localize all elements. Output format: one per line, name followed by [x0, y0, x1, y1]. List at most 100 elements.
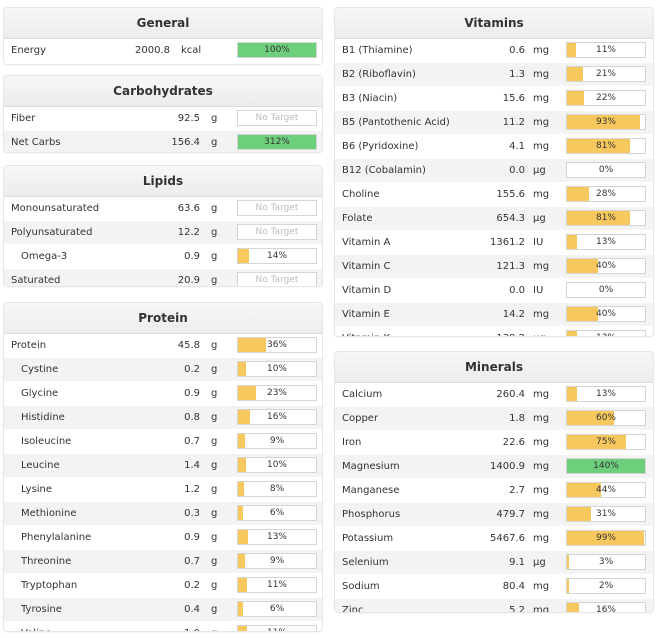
protein-rows: Protein 45.8 g 36% Cystine 0.2 g 10% Glycine 0.9 g… [4, 334, 322, 631]
nutrient-row-isoleucine[interactable]: Isoleucine 0.7 g 9% [4, 430, 322, 454]
progress-percent: 13% [266, 532, 287, 542]
progress-fill [567, 307, 599, 321]
nutrient-unit: g [211, 137, 218, 148]
progress-percent: 31% [595, 509, 616, 519]
nutrient-unit: mg [533, 93, 550, 104]
progress-percent: 11% [266, 580, 287, 590]
nutrient-row-phenylalanine[interactable]: Phenylalanine 0.9 g 13% [4, 526, 322, 550]
nutrient-row-b1-thiamine[interactable]: B1 (Thiamine) 0.6 mg 11% [335, 39, 653, 63]
nutrient-amount: 5.2 [509, 605, 525, 612]
target-progress-bar: 40% [566, 258, 646, 274]
nutrient-row-manganese[interactable]: Manganese 2.7 mg 44% [335, 479, 653, 503]
nutrient-row-net-carbs[interactable]: Net Carbs 156.4 g 312% [4, 131, 322, 152]
nutrient-unit: mg [533, 509, 550, 520]
nutrient-row-saturated[interactable]: Saturated 20.9 g No Target [4, 269, 322, 286]
nutrient-amount: 1.8 [509, 413, 525, 424]
target-progress-bar: No Target [237, 272, 317, 286]
nutrient-row-b5-pantothenic-acid[interactable]: B5 (Pantothenic Acid) 11.2 mg 93% [335, 111, 653, 135]
nutrient-row-b12-cobalamin[interactable]: B12 (Cobalamin) 0.0 µg 0% [335, 159, 653, 183]
target-progress-bar: 312% [237, 134, 317, 150]
nutrient-row-choline[interactable]: Choline 155.6 mg 28% [335, 183, 653, 207]
nutrient-row-vitamin-e[interactable]: Vitamin E 14.2 mg 40% [335, 303, 653, 327]
nutrient-row-vitamin-d[interactable]: Vitamin D 0.0 IU 0% [335, 279, 653, 303]
nutrient-row-vitamin-a[interactable]: Vitamin A 1361.2 IU 13% [335, 231, 653, 255]
nutrient-row-b6-pyridoxine[interactable]: B6 (Pyridoxine) 4.1 mg 81% [335, 135, 653, 159]
progress-fill [567, 91, 585, 105]
target-progress-bar: No Target [237, 200, 317, 216]
nutrient-row-calcium[interactable]: Calcium 260.4 mg 13% [335, 383, 653, 407]
target-progress-bar: 81% [566, 210, 646, 226]
carbohydrates-panel: Carbohydrates Fiber 92.5 g No Target Net Car… [4, 76, 322, 152]
progress-fill [567, 43, 576, 57]
progress-fill [238, 249, 249, 263]
nutrient-name: Iron [342, 437, 362, 448]
nutrient-row-vitamin-c[interactable]: Vitamin C 121.3 mg 40% [335, 255, 653, 279]
nutrient-row-lysine[interactable]: Lysine 1.2 g 8% [4, 478, 322, 502]
progress-fill [238, 135, 316, 149]
progress-percent: 93% [595, 117, 616, 127]
nutrient-name: Net Carbs [11, 137, 61, 148]
nutrient-name: B5 (Pantothenic Acid) [342, 117, 450, 128]
target-progress-bar: 100% [237, 42, 317, 58]
progress-fill [567, 459, 645, 473]
nutrient-amount: 0.9 [184, 532, 200, 543]
nutrient-row-protein[interactable]: Protein 45.8 g 36% [4, 334, 322, 358]
nutrient-row-cystine[interactable]: Cystine 0.2 g 10% [4, 358, 322, 382]
target-progress-bar: 21% [566, 66, 646, 82]
nutrient-name: Folate [342, 213, 373, 224]
nutrient-name: Vitamin C [342, 261, 391, 272]
nutrient-unit: mg [533, 533, 550, 544]
progress-fill [567, 115, 640, 129]
nutrient-name: B2 (Riboflavin) [342, 69, 416, 80]
nutrient-unit: mg [533, 437, 550, 448]
nutrient-unit: g [211, 622, 217, 631]
minerals-panel-title: Minerals [335, 352, 653, 383]
nutrient-row-magnesium[interactable]: Magnesium 1400.9 mg 140% [335, 455, 653, 479]
nutrient-unit: mg [533, 461, 550, 472]
vitamins-panel-title: Vitamins [335, 8, 653, 39]
nutrient-name: Selenium [342, 557, 389, 568]
nutrient-unit: µg [533, 165, 546, 176]
nutrient-row-tyrosine[interactable]: Tyrosine 0.4 g 6% [4, 598, 322, 622]
nutrient-row-b3-niacin[interactable]: B3 (Niacin) 15.6 mg 22% [335, 87, 653, 111]
nutrient-row-selenium[interactable]: Selenium 9.1 µg 3% [335, 551, 653, 575]
progress-percent: 6% [269, 508, 285, 518]
target-progress-bar: 13% [566, 386, 646, 402]
target-progress-bar: 11% [237, 577, 317, 593]
nutrient-row-iron[interactable]: Iron 22.6 mg 75% [335, 431, 653, 455]
nutrient-row-folate[interactable]: Folate 654.3 µg 81% [335, 207, 653, 231]
nutrient-row-monounsaturated[interactable]: Monounsaturated 63.6 g No Target [4, 197, 322, 221]
nutrient-row-energy[interactable]: Energy 2000.8 kcal 100% [4, 39, 322, 63]
nutrient-row-omega-3[interactable]: Omega-3 0.9 g 14% [4, 245, 322, 269]
progress-fill [238, 554, 246, 568]
nutrient-row-valine[interactable]: Valine 1.0 g 11% [4, 622, 322, 631]
target-progress-bar: 75% [566, 434, 646, 450]
progress-percent: 140% [593, 461, 619, 471]
nutrient-row-sodium[interactable]: Sodium 80.4 mg 2% [335, 575, 653, 599]
nutrient-amount: 0.7 [184, 556, 200, 567]
target-progress-bar: 9% [237, 433, 317, 449]
general-panel: General Energy 2000.8 kcal 100% [4, 8, 322, 64]
nutrient-row-phosphorus[interactable]: Phosphorus 479.7 mg 31% [335, 503, 653, 527]
lipids-panel: Lipids Monounsaturated 63.6 g No Target Poly… [4, 166, 322, 286]
nutrient-amount: 0.9 [184, 251, 200, 262]
nutrient-row-glycine[interactable]: Glycine 0.9 g 23% [4, 382, 322, 406]
nutrient-amount: 1.3 [509, 69, 525, 80]
nutrient-row-methionine[interactable]: Methionine 0.3 g 6% [4, 502, 322, 526]
nutrient-name: Choline [342, 189, 380, 200]
target-progress-bar: 16% [237, 409, 317, 425]
nutrient-row-threonine[interactable]: Threonine 0.7 g 9% [4, 550, 322, 574]
target-progress-bar: 8% [237, 481, 317, 497]
nutrient-row-fiber[interactable]: Fiber 92.5 g No Target [4, 107, 322, 131]
nutrient-row-vitamin-k[interactable]: Vitamin K 139.2 µg 13% [335, 327, 653, 336]
nutrient-row-potassium[interactable]: Potassium 5467.6 mg 99% [335, 527, 653, 551]
nutrient-unit: mg [533, 69, 550, 80]
nutrient-row-tryptophan[interactable]: Tryptophan 0.2 g 11% [4, 574, 322, 598]
nutrient-row-copper[interactable]: Copper 1.8 mg 60% [335, 407, 653, 431]
nutrient-row-zinc[interactable]: Zinc 5.2 mg 16% [335, 599, 653, 612]
nutrient-row-b2-riboflavin[interactable]: B2 (Riboflavin) 1.3 mg 21% [335, 63, 653, 87]
target-progress-bar: 2% [566, 578, 646, 594]
nutrient-row-leucine[interactable]: Leucine 1.4 g 10% [4, 454, 322, 478]
nutrient-row-histidine[interactable]: Histidine 0.8 g 16% [4, 406, 322, 430]
nutrient-row-polyunsaturated[interactable]: Polyunsaturated 12.2 g No Target [4, 221, 322, 245]
